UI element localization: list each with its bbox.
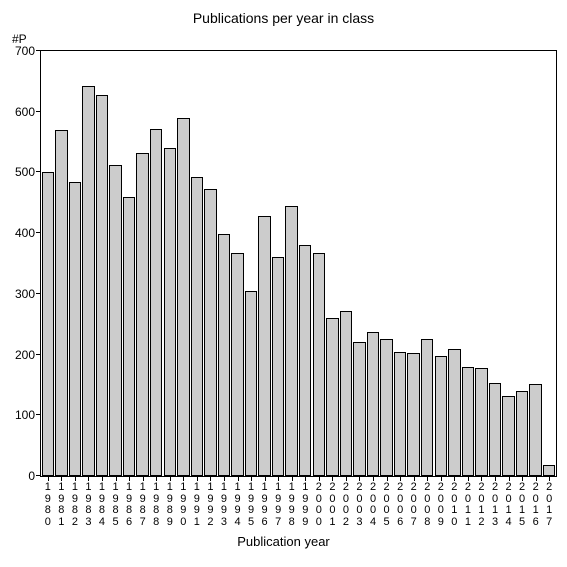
- x-tick-label: 1990: [177, 476, 189, 528]
- x-tick-label: 2016: [530, 476, 542, 528]
- y-tick-label: 300: [15, 287, 41, 301]
- x-tick-label: 2013: [489, 476, 501, 528]
- x-tick-label: 2001: [326, 476, 338, 528]
- x-tick-label: 2014: [503, 476, 515, 528]
- chart-title: Publications per year in class: [0, 10, 567, 26]
- x-tick-label: 1994: [232, 476, 244, 528]
- x-tick-label: 2005: [381, 476, 393, 528]
- x-tick-label: 2006: [394, 476, 406, 528]
- bar: [407, 353, 419, 476]
- bar: [475, 368, 487, 476]
- bar: [421, 339, 433, 476]
- bar: [109, 165, 121, 476]
- bar: [136, 153, 148, 476]
- bar: [448, 349, 460, 477]
- x-tick-label: 2004: [367, 476, 379, 528]
- bar: [353, 342, 365, 476]
- bar: [164, 148, 176, 476]
- x-tick-label: 1993: [218, 476, 230, 528]
- y-tick-mark: [36, 414, 41, 415]
- bar: [380, 339, 392, 476]
- bar: [42, 172, 54, 476]
- bar: [435, 356, 447, 476]
- bar: [150, 129, 162, 476]
- bar: [326, 318, 338, 476]
- x-tick-label: 2012: [475, 476, 487, 528]
- x-tick-label: 2000: [313, 476, 325, 528]
- x-tick-label: 1985: [110, 476, 122, 528]
- x-tick-label: 2007: [408, 476, 420, 528]
- bar: [516, 391, 528, 476]
- x-tick-label: 2015: [516, 476, 528, 528]
- x-tick-label: 2008: [421, 476, 433, 528]
- bar: [529, 384, 541, 476]
- y-tick-label: 700: [15, 44, 41, 58]
- x-tick-label: 1982: [69, 476, 81, 528]
- x-tick-label: 2009: [435, 476, 447, 528]
- y-tick-label: 0: [28, 469, 41, 483]
- x-tick-label: 2010: [448, 476, 460, 528]
- y-tick-mark: [36, 50, 41, 51]
- x-tick-label: 1997: [272, 476, 284, 528]
- x-tick-label: 1995: [245, 476, 257, 528]
- bar: [462, 367, 474, 476]
- plot-area: 0100200300400500600700198019811982198319…: [40, 50, 557, 477]
- x-tick-label: 1988: [150, 476, 162, 528]
- bar: [123, 197, 135, 476]
- x-tick-label: 2017: [543, 476, 555, 528]
- x-tick-label: 1980: [42, 476, 54, 528]
- x-axis-label: Publication year: [0, 534, 567, 549]
- bar: [82, 86, 94, 476]
- y-tick-mark: [36, 232, 41, 233]
- bar: [272, 257, 284, 476]
- bar: [191, 177, 203, 476]
- x-tick-label: 2011: [462, 476, 474, 528]
- x-tick-label: 1981: [55, 476, 67, 528]
- y-tick-mark: [36, 171, 41, 172]
- x-tick-label: 1999: [299, 476, 311, 528]
- y-tick-label: 200: [15, 348, 41, 362]
- chart-container: Publications per year in class #P 010020…: [0, 0, 567, 567]
- bar: [177, 118, 189, 476]
- y-tick-mark: [36, 475, 41, 476]
- x-tick-label: 2003: [353, 476, 365, 528]
- bar: [313, 253, 325, 476]
- bar: [258, 216, 270, 476]
- x-tick-label: 1984: [96, 476, 108, 528]
- x-tick-label: 1983: [82, 476, 94, 528]
- y-tick-mark: [36, 293, 41, 294]
- bar: [543, 465, 555, 476]
- y-tick-label: 600: [15, 105, 41, 119]
- bar: [299, 245, 311, 476]
- y-tick-mark: [36, 354, 41, 355]
- x-tick-label: 1991: [191, 476, 203, 528]
- y-tick-label: 500: [15, 165, 41, 179]
- bar: [340, 311, 352, 476]
- bar: [489, 383, 501, 476]
- bar: [394, 352, 406, 476]
- y-tick-mark: [36, 111, 41, 112]
- x-tick-label: 1989: [164, 476, 176, 528]
- x-tick-label: 1987: [137, 476, 149, 528]
- bar: [367, 332, 379, 476]
- x-tick-label: 1992: [204, 476, 216, 528]
- bar: [69, 182, 81, 476]
- bar: [285, 206, 297, 476]
- x-tick-label: 1986: [123, 476, 135, 528]
- bar: [55, 130, 67, 476]
- y-tick-label: 400: [15, 226, 41, 240]
- x-tick-label: 1996: [259, 476, 271, 528]
- bar: [231, 253, 243, 476]
- bar: [204, 189, 216, 476]
- y-tick-label: 100: [15, 408, 41, 422]
- bar: [245, 291, 257, 476]
- bar: [96, 95, 108, 476]
- bar: [502, 396, 514, 476]
- x-tick-label: 2002: [340, 476, 352, 528]
- bar: [218, 234, 230, 476]
- x-tick-label: 1998: [286, 476, 298, 528]
